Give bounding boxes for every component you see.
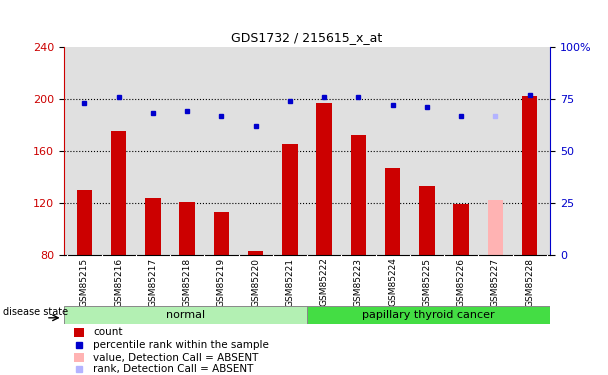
- Bar: [111, 131, 126, 255]
- Title: GDS1732 / 215615_x_at: GDS1732 / 215615_x_at: [232, 32, 382, 44]
- Bar: [213, 212, 229, 255]
- Text: GSM85223: GSM85223: [354, 258, 363, 306]
- Text: count: count: [93, 327, 123, 338]
- Bar: [351, 135, 366, 255]
- Text: GSM85227: GSM85227: [491, 258, 500, 306]
- Bar: [179, 202, 195, 255]
- Bar: [74, 353, 85, 362]
- Bar: [64, 306, 307, 324]
- Text: GSM85228: GSM85228: [525, 258, 534, 306]
- Text: GSM85222: GSM85222: [320, 258, 329, 306]
- Text: papillary thyroid cancer: papillary thyroid cancer: [362, 310, 495, 320]
- Bar: [307, 306, 550, 324]
- Text: disease state: disease state: [3, 307, 68, 317]
- Text: GSM85216: GSM85216: [114, 258, 123, 307]
- Text: GSM85226: GSM85226: [457, 258, 466, 306]
- Bar: [522, 96, 537, 255]
- Bar: [77, 190, 92, 255]
- Text: GSM85225: GSM85225: [423, 258, 432, 306]
- Bar: [420, 186, 435, 255]
- Text: GSM85224: GSM85224: [388, 258, 397, 306]
- Bar: [248, 251, 263, 255]
- Text: value, Detection Call = ABSENT: value, Detection Call = ABSENT: [93, 353, 258, 363]
- Text: GSM85217: GSM85217: [148, 258, 157, 307]
- Bar: [282, 144, 298, 255]
- Bar: [385, 168, 401, 255]
- Bar: [145, 198, 161, 255]
- Text: GSM85219: GSM85219: [217, 258, 226, 307]
- Text: GSM85220: GSM85220: [251, 258, 260, 306]
- Bar: [454, 204, 469, 255]
- Text: normal: normal: [166, 310, 205, 320]
- Text: GSM85221: GSM85221: [285, 258, 294, 306]
- Text: GSM85215: GSM85215: [80, 258, 89, 307]
- Bar: [316, 103, 332, 255]
- Bar: [488, 200, 503, 255]
- Text: percentile rank within the sample: percentile rank within the sample: [93, 340, 269, 350]
- Text: rank, Detection Call = ABSENT: rank, Detection Call = ABSENT: [93, 364, 254, 374]
- Bar: [74, 328, 85, 337]
- Text: GSM85218: GSM85218: [182, 258, 192, 307]
